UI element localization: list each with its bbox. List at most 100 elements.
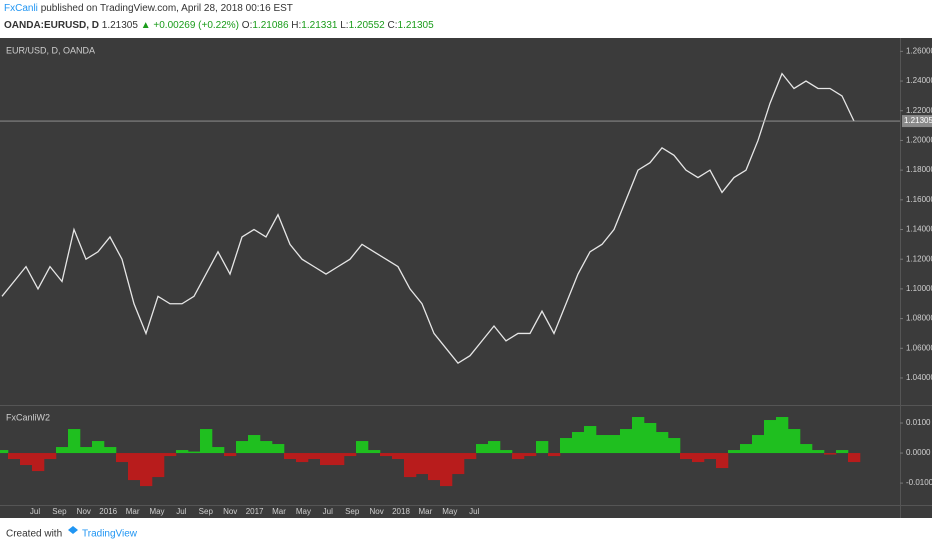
histogram-bar: [236, 441, 249, 454]
histogram-bar: [572, 432, 585, 454]
logo: [68, 526, 78, 534]
histogram-bar: [128, 453, 141, 481]
last-price-box: [902, 115, 932, 128]
x-tick-label: Jul: [30, 507, 40, 516]
histogram-bar: [0, 450, 9, 454]
histogram-bar: [404, 453, 417, 478]
author[interactable]: FxCanli: [4, 3, 38, 14]
x-tick-label: Sep: [199, 507, 214, 516]
histogram-bar: [452, 453, 465, 475]
histogram-bar: [848, 453, 861, 463]
price: 1.21305: [102, 20, 139, 31]
histogram-bar: [44, 453, 57, 460]
x-tick-label: May: [296, 507, 311, 516]
o-label: O:: [242, 20, 253, 31]
histogram-bar: [800, 444, 813, 454]
x-tick-label: Nov: [369, 507, 383, 516]
histogram-bar: [776, 417, 789, 454]
x-tick-label: Jul: [323, 507, 333, 516]
histogram-bar: [380, 453, 393, 457]
header-line: FxCanli published on TradingView.com, Ap…: [4, 3, 293, 14]
x-tick-label: Mar: [126, 507, 140, 516]
l-label: L:: [340, 20, 348, 31]
histogram-bar: [296, 453, 309, 463]
symbol-line: OANDA:EURUSD, D 1.21305 ▲ +0.00269 (+0.2…: [4, 20, 434, 31]
histogram-bar: [20, 453, 33, 466]
histogram-bar: [32, 453, 45, 472]
histogram-bar: [812, 450, 825, 454]
histogram-bar: [764, 420, 777, 454]
histogram-bar: [464, 453, 477, 460]
x-tick-label: Mar: [272, 507, 286, 516]
histogram-bar: [140, 453, 153, 487]
x-tick-label: Nov: [77, 507, 91, 516]
histogram-bar: [536, 441, 549, 454]
x-tick-label: Sep: [52, 507, 67, 516]
footer-brand[interactable]: TradingView: [82, 529, 138, 540]
histogram-bar: [152, 453, 165, 478]
histogram-bar: [560, 438, 573, 454]
histogram-bar: [68, 429, 81, 454]
histogram-bar: [284, 453, 297, 460]
y-tick-label: -0.0100: [906, 478, 932, 487]
low: 1.20552: [349, 20, 386, 31]
histogram-bar: [428, 453, 441, 481]
y-tick-label: 1.06000: [906, 343, 932, 352]
y-tick-label: 1.04000: [906, 373, 932, 382]
histogram-bar: [716, 453, 729, 469]
h-label: H:: [291, 20, 301, 31]
histogram-bar: [788, 429, 801, 454]
published: published on TradingView.com, April 28, …: [41, 3, 293, 14]
histogram-bar: [92, 441, 105, 454]
histogram-bar: [80, 447, 93, 454]
histogram-bar: [704, 453, 717, 460]
histogram-bar: [8, 453, 21, 460]
histogram-bar: [692, 453, 705, 463]
histogram-bar: [104, 447, 117, 454]
x-tick-label: Jul: [469, 507, 479, 516]
histogram-bar: [512, 453, 525, 460]
x-tick-label: 2016: [99, 507, 117, 516]
histogram-bar: [500, 450, 513, 454]
histogram-bar: [332, 453, 345, 466]
histogram-bar: [392, 453, 405, 460]
histogram-bar: [416, 453, 429, 475]
high: 1.21331: [301, 20, 338, 31]
histogram-bar: [728, 450, 741, 454]
histogram-bar: [488, 441, 501, 454]
y-tick-label: 1.08000: [906, 314, 932, 323]
histogram-bar: [164, 453, 177, 457]
footer-created: Created with: [6, 529, 62, 540]
histogram-bar: [320, 453, 333, 466]
open: 1.21086: [252, 20, 289, 31]
histogram-bar: [752, 435, 765, 454]
x-tick-label: Sep: [345, 507, 360, 516]
histogram-bar: [836, 450, 849, 454]
y-tick-label: 1.10000: [906, 284, 932, 293]
histogram-bar: [584, 426, 597, 454]
histogram-bar: [524, 453, 537, 457]
x-tick-label: Nov: [223, 507, 237, 516]
histogram-bar: [440, 453, 453, 487]
histogram-bar: [308, 453, 321, 460]
x-tick-label: May: [149, 507, 164, 516]
histogram-bar: [56, 447, 69, 454]
histogram-bar: [116, 453, 129, 463]
histogram-bar: [212, 447, 225, 454]
histogram-bar: [656, 432, 669, 454]
histogram-bar: [272, 444, 285, 454]
x-tick-label: Mar: [419, 507, 433, 516]
histogram-bar: [176, 450, 189, 454]
change: ▲ +0.00269 (+0.22%): [141, 20, 239, 31]
pane-title: FxCanliW2: [6, 412, 50, 422]
histogram-bar: [200, 429, 213, 454]
y-tick-label: 1.14000: [906, 225, 932, 234]
histogram-bar: [260, 441, 273, 454]
y-tick-label: 1.16000: [906, 195, 932, 204]
histogram-bar: [680, 453, 693, 460]
histogram-bar: [620, 429, 633, 454]
histogram-bar: [668, 438, 681, 454]
histogram-bar: [344, 453, 357, 457]
